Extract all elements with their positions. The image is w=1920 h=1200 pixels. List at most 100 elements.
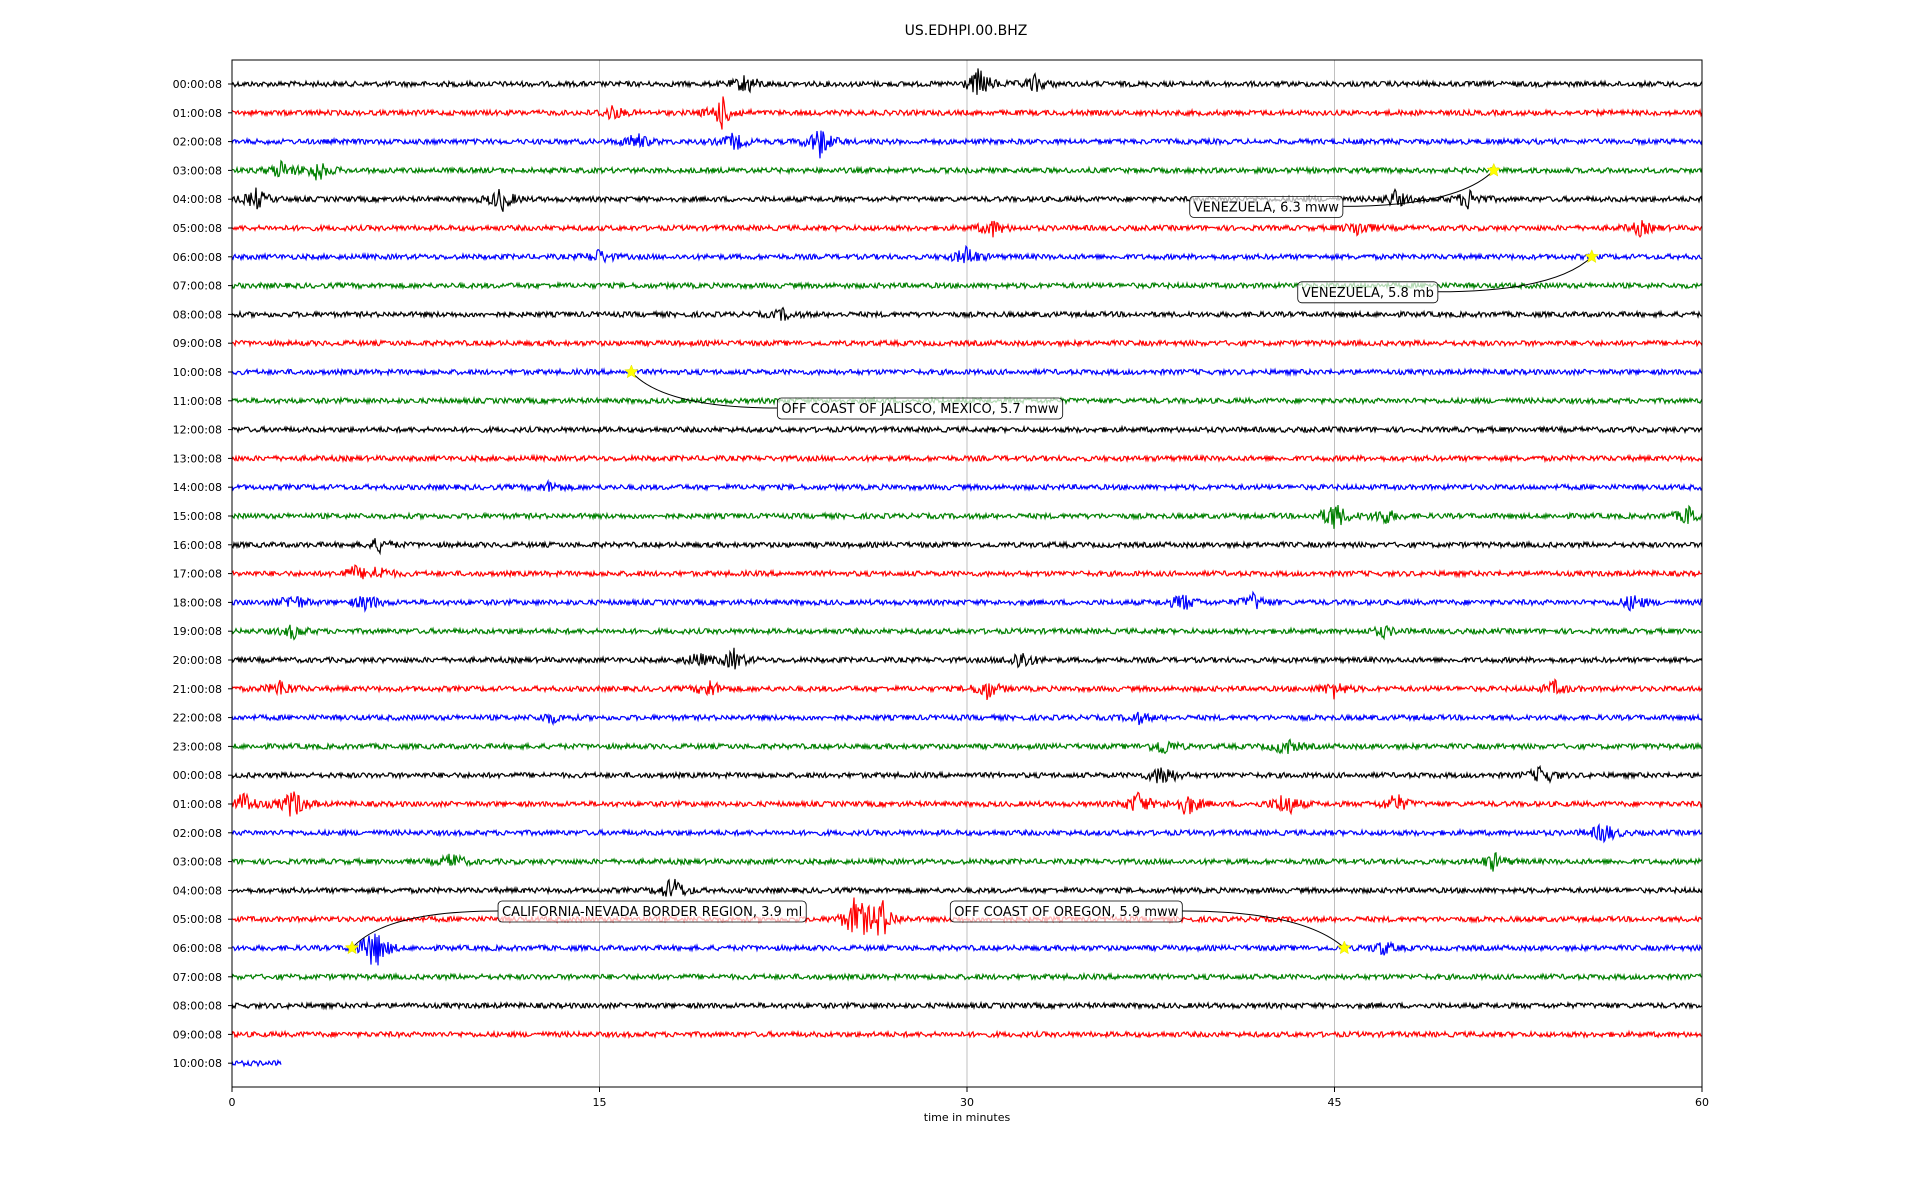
row-time-label: 07:00:08 [173,280,222,293]
trace-row-line [231,878,1703,897]
trace-row-line [231,852,1703,872]
row-time-label: 15:00:08 [173,510,222,523]
trace-row-line [231,367,1703,377]
row-time-label: 22:00:08 [173,712,222,725]
trace-row-line [231,791,1703,817]
trace-row-line [231,1000,1703,1011]
x-tick-label: 60 [1695,1096,1709,1109]
trace-row-line [231,68,1703,95]
trace-row-line [231,280,1703,291]
trace-row-line [231,453,1703,464]
trace-row-line [231,678,1703,701]
row-time-label: 10:00:08 [173,1057,222,1070]
trace-row-line [231,338,1703,349]
trace-row-line [231,647,1703,670]
event-annotation: OFF COAST OF JALISCO, MEXICO, 5.7 mww [624,364,1064,420]
trace-row-line [231,624,1703,641]
event-star-marker [1584,249,1600,264]
row-time-label: 21:00:08 [173,683,222,696]
event-leader-line [1437,256,1593,293]
event-label-box [1297,281,1439,304]
x-tick-label: 45 [1328,1096,1342,1109]
row-time-label: 19:00:08 [173,625,222,638]
row-time-label: 02:00:08 [173,827,222,840]
row-time-label: 18:00:08 [173,596,222,609]
event-annotations: VENEZUELA, 6.3 mww VENEZUELA, 5.8 mb OFF C… [344,162,1600,955]
trace-row-line [231,96,1703,130]
row-time-label: 03:00:08 [173,856,222,869]
chart-title: US.EDHPI.00.BHZ [905,23,1028,39]
event-label-box [949,900,1183,923]
event-label-box [776,397,1064,420]
trace-row-line [231,823,1703,844]
x-tick-label: 0 [229,1096,236,1109]
event-star-marker [344,940,360,955]
x-tick-label: 30 [960,1096,974,1109]
row-time-label: 01:00:08 [173,107,222,120]
event-annotation: VENEZUELA, 6.3 mww [1189,162,1502,218]
row-time-label: 02:00:08 [173,136,222,149]
trace-row-line [231,971,1703,982]
event-label: VENEZUELA, 6.3 mww [1194,200,1339,215]
trace-row-line [231,504,1703,529]
row-time-label: 06:00:08 [173,942,222,955]
row-time-label: 09:00:08 [173,337,222,350]
row-time-label: 07:00:08 [173,971,222,984]
trace-row-line [231,711,1703,727]
event-annotation: VENEZUELA, 5.8 mb [1297,249,1600,304]
trace-row-line [231,1059,282,1068]
row-time-label: 11:00:08 [173,395,222,408]
row-time-label: 13:00:08 [173,452,222,465]
row-time-label: 08:00:08 [173,308,222,321]
trace-row-line [231,220,1703,238]
row-time-labels: 00:00:08 01:00:08 02:00:08 03:00:08 04:00:08… [173,78,232,1070]
trace-row-line [231,159,1703,181]
trace-row-line [231,590,1703,613]
row-time-label: 03:00:08 [173,164,222,177]
event-annotation: OFF COAST OF OREGON, 5.9 mww [949,900,1352,955]
row-time-label: 06:00:08 [173,251,222,264]
event-leader-line [1182,910,1345,949]
event-label: OFF COAST OF JALISCO, MEXICO, 5.7 mww [781,402,1059,417]
row-time-label: 00:00:08 [173,769,222,782]
row-time-label: 14:00:08 [173,481,222,494]
trace-row-line [231,424,1703,435]
trace-row-line [231,244,1703,264]
trace-row-line [231,764,1703,784]
event-label: CALIFORNIA-NEVADA BORDER REGION, 3.9 ml [502,905,802,920]
event-leader-line [1342,170,1495,207]
x-axis: 0 15 30 45 60 [229,1087,1709,1109]
row-time-label: 01:00:08 [173,798,222,811]
x-tick-label: 15 [593,1096,607,1109]
row-time-label: 23:00:08 [173,740,222,753]
row-time-label: 04:00:08 [173,193,222,206]
event-label-box [1189,195,1344,218]
trace-row-line [231,538,1703,556]
trace-row-line [231,564,1703,580]
trace-row-line [231,187,1703,212]
trace-row-line [231,933,1703,966]
row-time-label: 08:00:08 [173,1000,222,1013]
row-time-label: 20:00:08 [173,654,222,667]
trace-row-line [231,478,1703,493]
row-time-label: 04:00:08 [173,884,222,897]
trace-row-line [231,1029,1703,1040]
row-time-label: 17:00:08 [173,568,222,581]
event-star-marker [1486,162,1502,177]
trace-row-line [231,130,1703,159]
event-label-box [497,900,807,923]
event-leader-line [631,371,778,409]
trace-row-line [231,306,1703,321]
trace-row-line [231,738,1703,755]
event-leader-line [351,910,499,949]
event-label: VENEZUELA, 5.8 mb [1302,286,1434,301]
x-axis-label: time in minutes [924,1111,1011,1124]
event-label: OFF COAST OF OREGON, 5.9 mww [954,905,1178,920]
row-time-label: 05:00:08 [173,913,222,926]
row-time-label: 05:00:08 [173,222,222,235]
event-star-marker [624,364,639,379]
event-annotation: CALIFORNIA-NEVADA BORDER REGION, 3.9 ml [344,900,807,955]
event-star-marker [1336,940,1352,955]
row-time-label: 12:00:08 [173,424,222,437]
